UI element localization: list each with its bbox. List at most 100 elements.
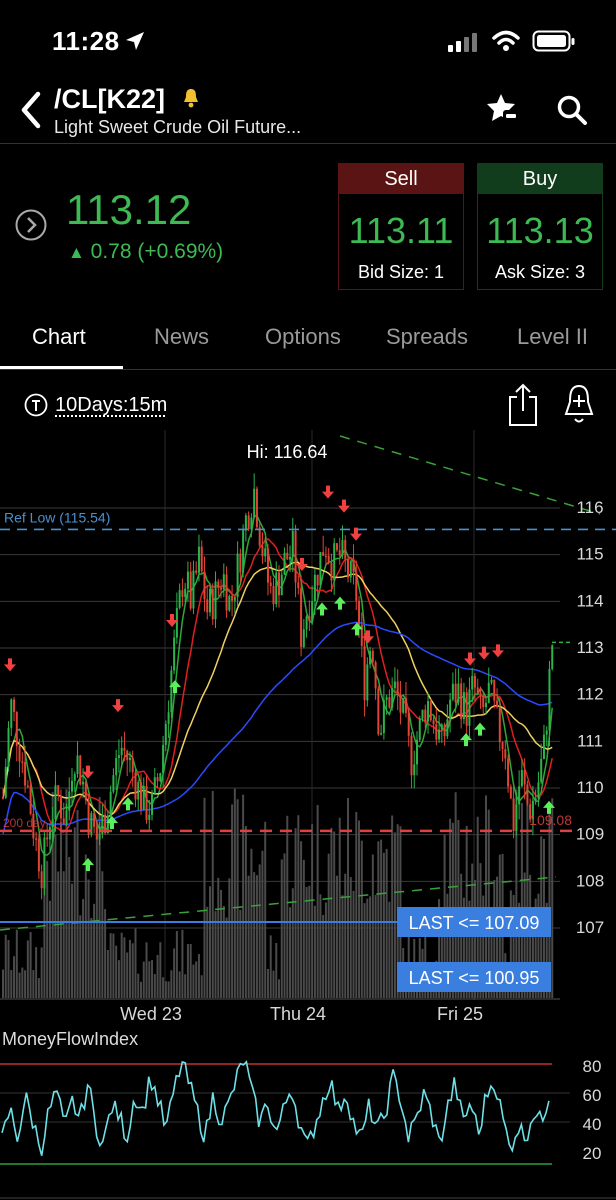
- ref-low-label: Ref Low (115.54): [4, 509, 110, 525]
- price-chart[interactable]: Ref Low (115.54) 200 day 109.08 LAST <= 107…: [0, 430, 616, 1030]
- volume-bar: [468, 900, 471, 998]
- share-icon[interactable]: [506, 383, 540, 427]
- tab-chart[interactable]: Chart: [32, 324, 86, 349]
- candle-body: [294, 531, 297, 583]
- search-icon[interactable]: [556, 94, 588, 126]
- tab-level-ii[interactable]: Level II: [517, 324, 588, 349]
- volume-bar: [10, 970, 13, 998]
- volume-bar: [90, 917, 93, 998]
- candle-body: [217, 581, 220, 589]
- ask-size: Ask Size: 3: [494, 262, 586, 282]
- candle-body: [192, 570, 195, 609]
- expand-chevron-icon[interactable]: [15, 209, 47, 241]
- candle-body: [159, 773, 162, 782]
- volume-bar: [35, 947, 38, 998]
- volume-bar: [57, 871, 60, 998]
- candle-body: [432, 720, 435, 725]
- sell-button[interactable]: Sell 113.11 Bid Size: 1: [338, 163, 464, 290]
- volume-bar: [388, 901, 391, 998]
- tab-news[interactable]: News: [154, 324, 210, 349]
- tab-options[interactable]: Options: [265, 324, 341, 349]
- volume-bar: [159, 942, 162, 998]
- volume-bar: [371, 854, 374, 998]
- add-alert-icon[interactable]: [562, 382, 596, 426]
- candle-body: [98, 834, 101, 840]
- mfi-y-tick-label: 80: [583, 1057, 602, 1076]
- candle-body: [371, 650, 374, 663]
- candle-body: [529, 804, 532, 820]
- candle-body: [272, 586, 275, 605]
- sell-signal-arrow: [296, 558, 308, 571]
- candle-body: [435, 724, 438, 740]
- back-chevron-icon[interactable]: [18, 90, 44, 130]
- candle-body: [518, 786, 521, 805]
- candle-body: [195, 570, 198, 573]
- volume-bar: [482, 895, 485, 998]
- bid-size: Bid Size: 1: [357, 262, 445, 282]
- candle-body: [236, 553, 239, 597]
- y-tick-label: 111: [577, 731, 603, 750]
- candle-body: [542, 734, 545, 759]
- buy-button[interactable]: Buy 113.13 Ask Size: 3: [477, 163, 603, 290]
- watchlist-star-icon[interactable]: [486, 92, 520, 126]
- candle-body: [476, 687, 479, 694]
- sell-signal-arrow: [492, 644, 504, 658]
- candle-body: [402, 698, 405, 713]
- candle-body: [29, 785, 32, 814]
- candle-body: [352, 560, 355, 573]
- candle-body: [482, 695, 485, 708]
- volume-bar: [200, 975, 203, 998]
- price-change: ▲ 0.78 (+0.69%): [68, 240, 223, 264]
- volume-bar: [300, 841, 303, 998]
- alert-bell-icon[interactable]: [182, 88, 200, 108]
- volume-bar: [211, 790, 214, 998]
- candle-body: [523, 770, 526, 785]
- candle-body: [128, 757, 131, 761]
- volume-bar: [496, 876, 499, 998]
- candle-body: [162, 744, 165, 774]
- candle-body: [120, 747, 123, 756]
- candle-body: [427, 701, 430, 722]
- volume-bar: [327, 853, 330, 998]
- volume-bar: [206, 906, 209, 998]
- candle-body: [534, 798, 537, 801]
- volume-bar: [322, 914, 325, 998]
- volume-bar: [534, 898, 537, 998]
- mfi-chart[interactable]: 80 60 40 20: [0, 1050, 616, 1200]
- volume-bar: [289, 907, 292, 998]
- candle-body: [349, 560, 352, 578]
- buy-signal-arrow: [460, 733, 472, 747]
- volume-bar: [156, 954, 159, 998]
- candle-body: [206, 599, 209, 613]
- volume-bar: [137, 973, 140, 998]
- volume-bar: [487, 809, 490, 998]
- candle-body: [316, 574, 319, 586]
- timeframe-selector[interactable]: 10Days:15m: [55, 394, 168, 416]
- candle-body: [40, 871, 43, 889]
- volume-bar: [192, 964, 195, 998]
- volume-bar: [48, 900, 51, 998]
- volume-bar: [197, 954, 200, 998]
- candle-body: [71, 780, 73, 792]
- candle-body: [137, 782, 140, 800]
- volume-bar: [269, 935, 272, 998]
- candle-body: [413, 764, 416, 776]
- ask-price: 113.13: [486, 210, 594, 251]
- candle-body: [214, 581, 217, 620]
- tab-spreads[interactable]: Spreads: [386, 324, 468, 349]
- timeframe-icon[interactable]: [24, 393, 48, 417]
- volume-bar: [170, 970, 173, 998]
- candle-body: [255, 488, 258, 528]
- candle-body: [338, 550, 341, 556]
- candle-body: [79, 755, 82, 785]
- candle-body: [278, 572, 280, 596]
- buy-label: Buy: [478, 164, 602, 194]
- volume-bar: [140, 981, 142, 998]
- buy-signal-arrow: [169, 680, 181, 694]
- candle-body: [2, 797, 4, 799]
- candle-body: [473, 675, 476, 688]
- volume-bar: [7, 940, 10, 998]
- volume-bar: [24, 970, 27, 998]
- volume-bar: [324, 902, 327, 998]
- volume-bar: [95, 819, 98, 998]
